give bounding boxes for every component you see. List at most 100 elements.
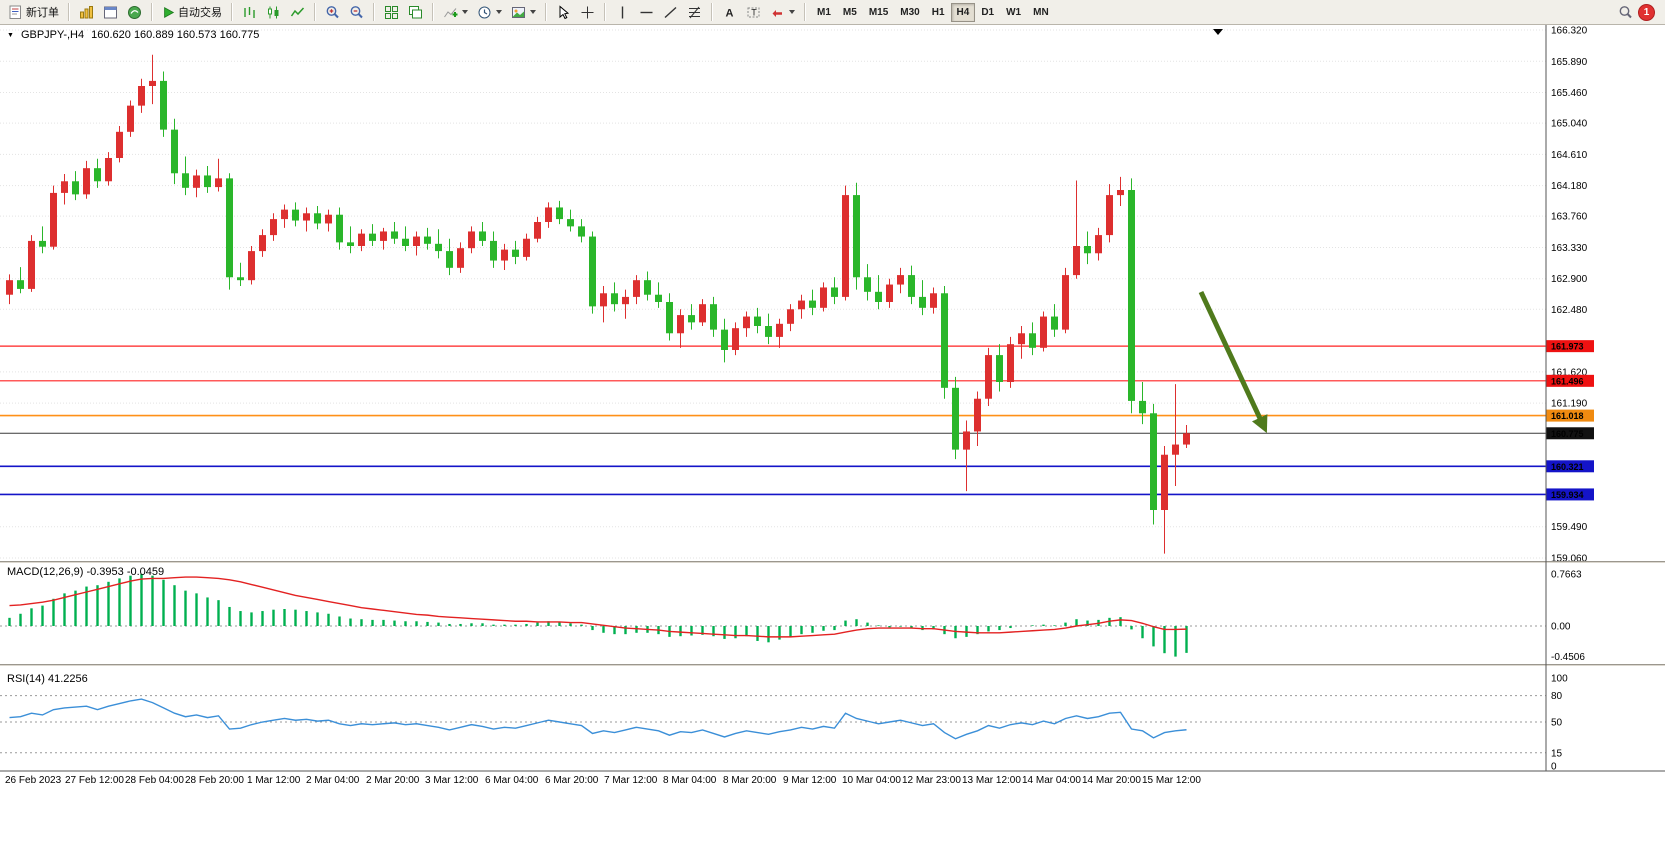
chart-area: 166.320 165.890 165.460 165.040 164.610 164.1…	[0, 25, 1665, 841]
periods-button[interactable]	[473, 1, 506, 24]
svg-text:6 Mar 04:00: 6 Mar 04:00	[485, 775, 539, 786]
separator	[604, 3, 606, 21]
toolbar: 新订单 自动交易 A T M1 M5 M15 M30 H1 H4 D1 W1 MN 1	[0, 0, 1665, 25]
line-chart-icon	[290, 5, 305, 20]
svg-text:161.620: 161.620	[1551, 367, 1588, 378]
svg-text:14 Mar 20:00: 14 Mar 20:00	[1082, 775, 1141, 786]
data-window-button[interactable]	[99, 1, 122, 24]
symbol-period-label: GBPJPY-,H4	[20, 29, 85, 41]
timeframe-h4-button[interactable]: H4	[950, 2, 976, 22]
navigator-button[interactable]	[123, 1, 146, 24]
text-label-icon: T	[746, 5, 761, 20]
vertical-line-button[interactable]	[611, 1, 634, 24]
price-chart-canvas[interactable]: 166.320 165.890 165.460 165.040 164.610 164.1…	[0, 25, 1665, 841]
templates-button[interactable]	[507, 1, 540, 24]
svg-text:163.760: 163.760	[1551, 212, 1588, 223]
tile-windows-button[interactable]	[380, 1, 403, 24]
svg-text:27 Feb 12:00: 27 Feb 12:00	[65, 775, 124, 786]
svg-text:160.775: 160.775	[1551, 429, 1584, 439]
vertical-line-icon	[615, 5, 630, 20]
candlestick-chart-button[interactable]	[262, 1, 285, 24]
separator	[151, 3, 153, 21]
svg-text:165.460: 165.460	[1551, 88, 1588, 99]
indicators-button[interactable]	[439, 1, 472, 24]
timeframe-m30-button[interactable]: M30	[900, 6, 920, 18]
separator	[711, 3, 713, 21]
text-label-button[interactable]: T	[742, 1, 765, 24]
search-button[interactable]	[1614, 1, 1637, 24]
svg-text:162.900: 162.900	[1551, 274, 1588, 285]
fibonacci-button[interactable]	[683, 1, 706, 24]
svg-text:3 Mar 12:00: 3 Mar 12:00	[425, 775, 479, 786]
separator	[314, 3, 316, 21]
timeframe-m15-button[interactable]: M15	[868, 6, 889, 18]
chart-title: ▼ GBPJPY-,H4 160.620 160.889 160.573 160…	[7, 29, 259, 41]
candlestick-chart-icon	[266, 5, 281, 20]
svg-text:161.496: 161.496	[1551, 376, 1584, 386]
svg-text:165.890: 165.890	[1551, 57, 1588, 68]
timeframe-m5-button[interactable]: M5	[842, 6, 857, 18]
svg-text:164.180: 164.180	[1551, 181, 1588, 192]
line-chart-button[interactable]	[286, 1, 309, 24]
svg-text:6 Mar 20:00: 6 Mar 20:00	[545, 775, 599, 786]
svg-text:9 Mar 12:00: 9 Mar 12:00	[783, 775, 837, 786]
svg-text:15: 15	[1551, 748, 1563, 759]
dropdown-caret-icon	[462, 10, 468, 14]
timeframe-mn-button[interactable]: MN	[1033, 6, 1049, 18]
indicators-add-icon	[443, 5, 458, 20]
horizontal-line-button[interactable]	[635, 1, 658, 24]
dropdown-caret-icon	[789, 10, 795, 14]
svg-text:0.7663: 0.7663	[1551, 569, 1582, 580]
bar-chart-button[interactable]	[238, 1, 261, 24]
cursor-button[interactable]	[552, 1, 575, 24]
separator	[68, 3, 70, 21]
market-watch-icon	[79, 5, 94, 20]
new-order-button[interactable]: 新订单	[4, 1, 63, 24]
arrows-button[interactable]	[766, 1, 799, 24]
svg-text:161.018: 161.018	[1551, 411, 1584, 421]
rsi-indicator-label[interactable]: RSI(14) 41.2256	[7, 673, 88, 685]
auto-trading-label: 自动交易	[178, 7, 222, 19]
separator	[545, 3, 547, 21]
trendline-icon	[663, 5, 678, 20]
svg-text:2 Mar 04:00: 2 Mar 04:00	[306, 775, 360, 786]
svg-text:7 Mar 12:00: 7 Mar 12:00	[604, 775, 658, 786]
new-order-icon	[8, 5, 23, 20]
search-icon	[1618, 5, 1633, 20]
text-icon: A	[722, 5, 737, 20]
svg-text:165.040: 165.040	[1551, 119, 1588, 130]
crosshair-button[interactable]	[576, 1, 599, 24]
svg-text:28 Feb 04:00: 28 Feb 04:00	[125, 775, 184, 786]
svg-text:2 Mar 20:00: 2 Mar 20:00	[366, 775, 420, 786]
cascade-windows-button[interactable]	[404, 1, 427, 24]
svg-text:8 Mar 04:00: 8 Mar 04:00	[663, 775, 717, 786]
auto-trading-play-icon	[162, 6, 175, 19]
trendline-button[interactable]	[659, 1, 682, 24]
svg-text:80: 80	[1551, 691, 1563, 702]
notification-badge[interactable]: 1	[1638, 3, 1655, 21]
templates-icon	[511, 5, 526, 20]
zoom-out-button[interactable]	[345, 1, 368, 24]
cursor-icon	[556, 4, 571, 20]
dropdown-caret-icon	[530, 10, 536, 14]
macd-indicator-label[interactable]: MACD(12,26,9) -0.3953 -0.0459	[7, 566, 165, 578]
svg-text:14 Mar 04:00: 14 Mar 04:00	[1022, 775, 1081, 786]
svg-text:159.490: 159.490	[1551, 522, 1588, 533]
data-window-icon	[103, 5, 118, 20]
timeframe-w1-button[interactable]: W1	[1006, 6, 1022, 18]
market-watch-button[interactable]	[75, 1, 98, 24]
timeframe-m1-button[interactable]: M1	[817, 6, 831, 18]
timeframe-h1-button[interactable]: H1	[931, 6, 945, 18]
text-button[interactable]: A	[718, 1, 741, 24]
svg-text:164.610: 164.610	[1551, 150, 1588, 161]
auto-trading-button[interactable]: 自动交易	[158, 1, 226, 24]
svg-text:100: 100	[1551, 674, 1568, 685]
separator	[231, 3, 233, 21]
crosshair-icon	[580, 5, 595, 20]
zoom-in-button[interactable]	[321, 1, 344, 24]
svg-text:15 Mar 12:00: 15 Mar 12:00	[1142, 775, 1201, 786]
svg-text:1 Mar 12:00: 1 Mar 12:00	[247, 775, 301, 786]
svg-text:0: 0	[1551, 762, 1557, 773]
timeframe-d1-button[interactable]: D1	[981, 6, 995, 18]
separator	[432, 3, 434, 21]
